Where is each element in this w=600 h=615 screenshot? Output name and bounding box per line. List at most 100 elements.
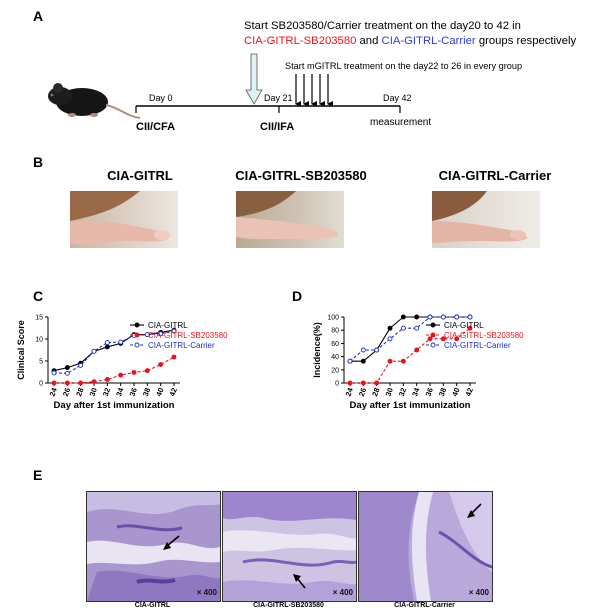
y-axis-label: Incidence(%) [312, 322, 322, 378]
x-tick-label: 38 [437, 387, 448, 398]
paw-title-carrier: CIA-GITRL-Carrier [438, 168, 552, 183]
x-tick-label: 42 [464, 387, 475, 398]
legend-label-gitrl: CIA-GITRL [444, 321, 484, 330]
panel-c-letter: C [33, 288, 44, 304]
legend-marker-sb203580 [430, 332, 436, 338]
timeline [135, 53, 401, 113]
x-tick-label: 30 [384, 387, 395, 398]
data-point-carrier [414, 325, 420, 331]
data-point-gitrl [414, 314, 420, 320]
x-axis-label: Day after 1st immunization [54, 400, 175, 411]
data-point-carrier [427, 314, 433, 320]
histology-caption-gitrl: CIA-GITRL [134, 602, 171, 609]
data-point-gitrl [64, 365, 70, 371]
data-point-sb203580 [374, 380, 380, 386]
y-tick-label: 5 [39, 359, 43, 366]
cii-cfa-label: CII/CFA [136, 121, 176, 133]
data-point-carrier [144, 332, 150, 338]
data-point-carrier [360, 347, 366, 353]
data-point-carrier [347, 358, 353, 364]
data-point-carrier [51, 370, 57, 376]
data-point-gitrl [104, 344, 110, 350]
legend-label-carrier: CIA-GITRL-Carrier [444, 341, 511, 350]
series-line-carrier [53, 330, 175, 374]
data-point-carrier [440, 314, 446, 320]
x-tick-label: 24 [344, 386, 356, 398]
legend-label-gitrl: CIA-GITRL [148, 321, 188, 330]
data-point-sb203580 [171, 354, 177, 360]
panel-e-letter: E [33, 467, 43, 483]
y-tick-label: 10 [35, 337, 43, 344]
data-point-sb203580 [440, 336, 446, 342]
panel-a-letter: A [33, 8, 44, 24]
data-point-sb203580 [400, 358, 406, 364]
x-tick-label: 26 [357, 387, 368, 398]
data-point-sb203580 [118, 372, 124, 378]
data-point-carrier [78, 362, 84, 368]
histology-carrier: × 400 [358, 491, 493, 602]
treatment-and: and [356, 35, 382, 47]
treatment-group-sb203580: CIA-GITRL-SB203580 [244, 35, 357, 47]
clinical-score-chart: 0 5 10 15 24 26 28 30 32 34 36 38 40 42 Day after 1st … [16, 315, 228, 412]
data-point-gitrl [400, 314, 406, 320]
y-tick-label: 20 [331, 367, 339, 374]
y-tick-label: 0 [39, 381, 43, 388]
y-tick-label: 40 [331, 354, 339, 361]
x-tick-label: 32 [101, 387, 112, 398]
mgitrl-treatment-text: Start mGITRL treatment on the day22 to 2… [285, 61, 523, 71]
x-tick-label: 28 [74, 387, 85, 398]
y-tick-label: 80 [331, 328, 339, 335]
day42-label: Day 42 [383, 93, 412, 103]
x-tick-label: 34 [114, 386, 126, 398]
data-point-carrier [387, 336, 393, 342]
x-tick-label: 38 [141, 387, 152, 398]
legend-marker-carrier [430, 342, 436, 348]
day0-label: Day 0 [149, 93, 173, 103]
y-axis-label: Clinical Score [16, 320, 26, 380]
day21-label: Day 21 [264, 93, 293, 103]
series-line-sb203580 [54, 356, 175, 384]
data-point-carrier [104, 340, 110, 345]
series-line-gitrl [53, 329, 175, 372]
histology-sb203580: × 400 [222, 491, 357, 602]
data-point-sb203580 [467, 325, 473, 331]
magnification-label: × 400 [332, 588, 353, 597]
x-tick-label: 42 [168, 387, 179, 398]
treatment-group-carrier: CIA-GITRL-Carrier [381, 35, 476, 47]
paw-title-gitrl: CIA-GITRL [107, 168, 173, 183]
data-point-carrier [454, 314, 460, 320]
treatment-line-1: Start SB203580/Carrier treatment on the … [244, 20, 521, 32]
panel-b-letter: B [33, 154, 44, 170]
y-tick-label: 15 [35, 315, 43, 322]
treatment-line-2: CIA-GITRL-SB203580 and CIA-GITRL-Carrier… [244, 35, 576, 47]
data-point-sb203580 [64, 380, 70, 386]
data-point-sb203580 [104, 377, 110, 382]
y-tick-label: 60 [331, 341, 339, 348]
legend-label-sb203580: CIA-GITRL-SB203580 [148, 331, 228, 340]
magnification-label: × 400 [196, 588, 217, 597]
data-point-carrier [118, 339, 124, 345]
x-axis-label: Day after 1st immunization [350, 400, 471, 411]
legend-label-carrier: CIA-GITRL-Carrier [148, 341, 215, 350]
legend-marker-gitrl [430, 322, 436, 328]
data-point-sb203580 [51, 380, 57, 386]
data-point-sb203580 [414, 347, 420, 353]
series-line-sb203580 [350, 327, 471, 384]
x-tick-label: 32 [397, 387, 408, 398]
legend-marker-gitrl [134, 322, 140, 328]
legend-marker-carrier [134, 342, 140, 348]
series-line-carrier [349, 316, 470, 362]
x-tick-label: 36 [424, 387, 435, 398]
histology-caption-carrier: CIA-GITRL-Carrier [394, 602, 455, 609]
data-point-sb203580 [91, 379, 97, 385]
x-tick-label: 24 [48, 386, 60, 398]
data-point-sb203580 [144, 368, 150, 374]
data-point-carrier [171, 328, 177, 334]
data-point-carrier [91, 348, 97, 354]
y-tick-label: 100 [327, 315, 339, 322]
data-point-carrier [374, 347, 380, 353]
paw-photo-gitrl [70, 191, 178, 248]
data-point-sb203580 [347, 380, 353, 386]
magnification-label: × 400 [468, 588, 489, 597]
